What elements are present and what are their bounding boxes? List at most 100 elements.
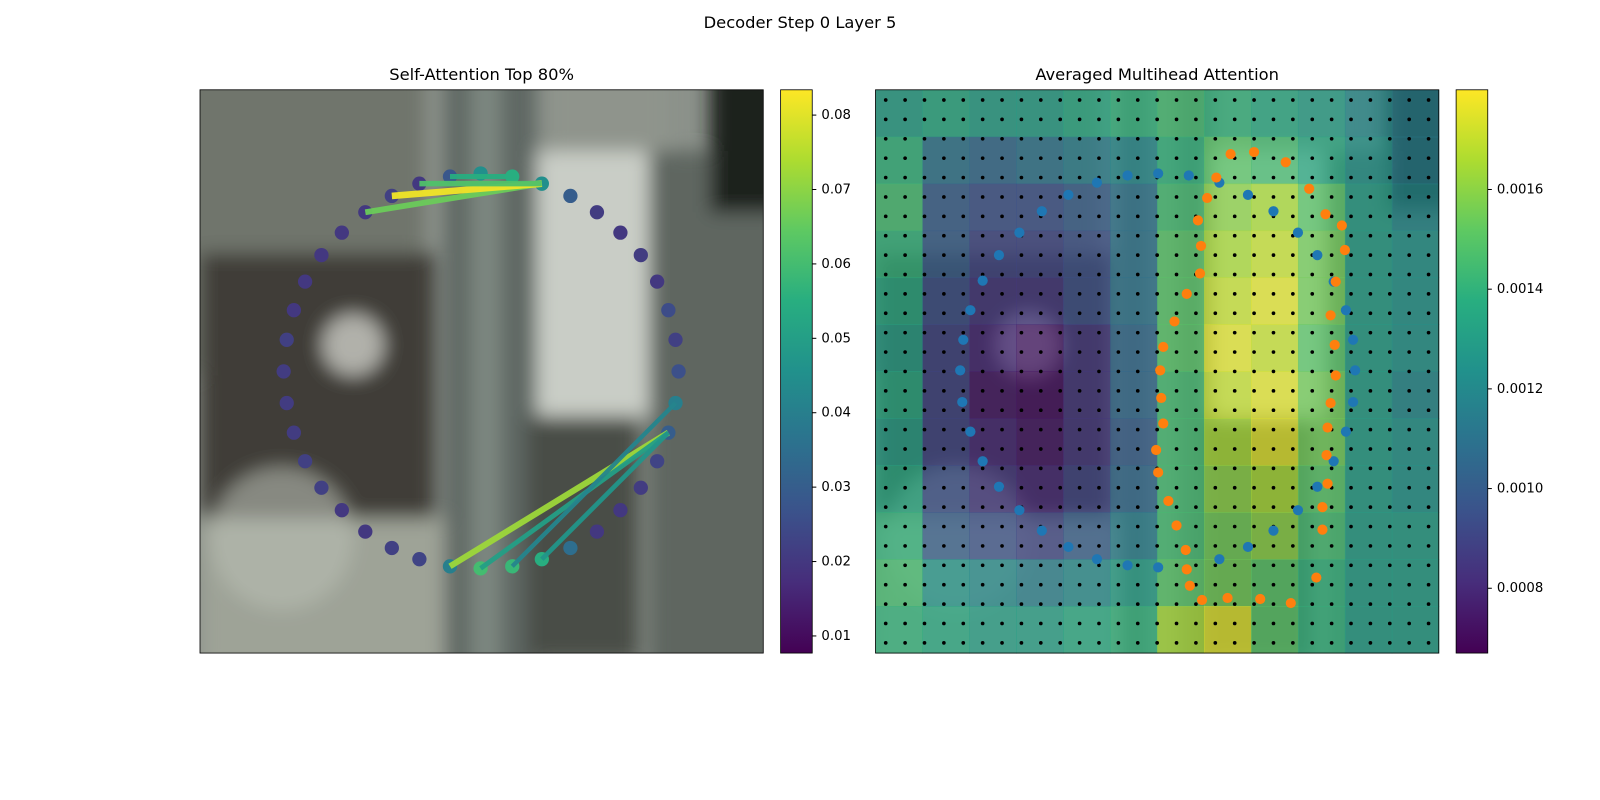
grid-dot [1116, 621, 1121, 626]
axes-title: Averaged Multihead Attention [1035, 65, 1279, 84]
grid-dot [1135, 233, 1140, 238]
grid-dot [1097, 621, 1101, 626]
grid-dot [980, 117, 985, 122]
heatmap-cell [969, 230, 1017, 279]
grid-dot [1426, 485, 1431, 490]
grid-dot [1387, 117, 1392, 122]
point [957, 396, 968, 408]
grid-dot [922, 505, 927, 509]
heatmap-cell [1204, 89, 1252, 138]
grid-dot [1407, 292, 1412, 296]
grid-dot [1058, 292, 1063, 296]
point [1091, 177, 1103, 188]
grid-dot [980, 292, 985, 296]
grid-dot [1038, 233, 1043, 238]
grid-dot [980, 253, 985, 257]
grid-dot [1368, 621, 1373, 626]
grid-dot [1077, 292, 1082, 296]
grid-dot [1000, 602, 1004, 606]
grid-dot [1349, 388, 1353, 393]
grid-dot [1058, 582, 1063, 587]
heatmap-cell [1344, 136, 1393, 185]
grid-dot [980, 485, 985, 490]
grid-dot [883, 427, 888, 432]
heatmap-cell [1016, 512, 1064, 560]
grid-dot [1232, 292, 1237, 296]
point [1014, 227, 1025, 238]
grid-dot [1387, 98, 1392, 102]
colorbar-tick-label: 0.03 [821, 480, 851, 495]
grid-dot [1271, 369, 1276, 374]
heatmap-cell [875, 559, 923, 607]
panel [199, 89, 764, 654]
grid-dot [903, 505, 907, 509]
grid-dot [883, 175, 888, 180]
grid-dot [1310, 505, 1315, 509]
grid-dot [1271, 175, 1276, 180]
grid-dot [1252, 156, 1256, 160]
grid-dot [1368, 369, 1373, 374]
point [1183, 170, 1194, 181]
heatmap-cell [1157, 512, 1205, 560]
grid-dot [1252, 136, 1256, 141]
grid-dot [1194, 582, 1198, 587]
grid-dot [1329, 253, 1334, 257]
grid-dot [1058, 98, 1063, 102]
grid-dot [980, 524, 985, 529]
grid-dot [1155, 621, 1159, 626]
grid-dot [1349, 214, 1353, 219]
grid-dot [1116, 369, 1121, 374]
heatmap-cell [969, 559, 1017, 607]
grid-dot [1000, 563, 1004, 568]
grid-dot [1387, 563, 1392, 568]
attention-link [448, 430, 670, 569]
grid-dot [1019, 136, 1024, 141]
heatmap-cell [1344, 559, 1393, 607]
grid-dot [1310, 427, 1315, 432]
grid-dot [1329, 233, 1334, 238]
grid-dot [1213, 369, 1218, 374]
grid-dot [961, 466, 966, 471]
grid-dot [942, 98, 946, 102]
grid-dot [1038, 272, 1043, 277]
heatmap-cell [1297, 136, 1346, 185]
grid-dot [1194, 388, 1198, 393]
point [1320, 209, 1331, 220]
grid-dot [922, 98, 927, 102]
grid-dot [1155, 544, 1159, 548]
grid-dot [1407, 98, 1412, 102]
grid-dot [1291, 544, 1295, 548]
grid-dot [1407, 641, 1412, 645]
heatmap-cell [1391, 465, 1440, 513]
grid-dot [903, 602, 907, 606]
grid-dot [1232, 621, 1237, 626]
grid-dot [1038, 330, 1043, 335]
grid-dot [1310, 136, 1315, 141]
grid-dot [1174, 447, 1179, 451]
grid-dot [1077, 350, 1082, 354]
grid-dot [1155, 136, 1159, 141]
grid-dot [1291, 214, 1295, 219]
grid-dot [922, 175, 927, 180]
grid-dot [1213, 641, 1218, 645]
point [1325, 397, 1336, 409]
grid-dot [980, 330, 985, 335]
heatmap-cell [969, 465, 1017, 513]
grid-dot [1058, 427, 1063, 432]
grid-dot [1387, 253, 1392, 257]
grid-dot [1194, 427, 1198, 432]
grid-dot [1135, 582, 1140, 587]
heatmap-cell [1204, 418, 1252, 466]
grid-dot [1135, 505, 1140, 509]
grid-dot [1407, 388, 1412, 393]
grid-dot [1135, 408, 1140, 413]
grid-dot [1252, 292, 1256, 296]
grid-dot [1310, 156, 1315, 160]
grid-dot [1271, 485, 1276, 490]
grid-dot [961, 98, 966, 102]
grid-dot [1000, 641, 1004, 645]
grid-dot [961, 156, 966, 160]
point [1347, 396, 1359, 408]
grid-dot [1368, 485, 1373, 490]
heatmap-cell [1110, 512, 1158, 560]
